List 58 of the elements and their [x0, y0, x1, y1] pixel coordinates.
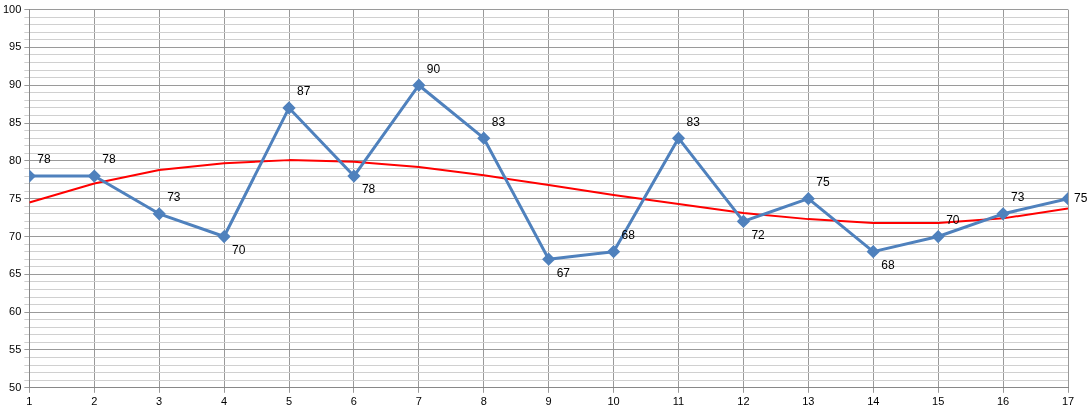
data-label: 78: [361, 182, 376, 197]
y-tick-label: 55: [9, 343, 22, 356]
data-label: 83: [686, 114, 701, 129]
x-tick-label: 11: [672, 395, 685, 408]
x-tick-label: 10: [607, 395, 620, 408]
x-tick-label: 7: [415, 395, 422, 408]
x-tick-label: 5: [285, 395, 293, 408]
data-label: 87: [297, 84, 311, 99]
y-tick-label: 50: [9, 380, 22, 393]
data-label: 75: [1074, 191, 1088, 206]
data-label: 70: [232, 242, 246, 257]
x-tick-label: 3: [156, 395, 163, 408]
x-tick-label: 12: [737, 395, 750, 408]
x-tick-label: 14: [867, 395, 880, 408]
data-label: 73: [167, 190, 181, 205]
point: [997, 207, 1010, 220]
x-tick-label: 1: [26, 395, 33, 408]
point: [607, 245, 620, 258]
x-tick-label: 9: [545, 395, 552, 408]
y-tick-label: 75: [9, 191, 22, 204]
data-label: 73: [1011, 190, 1025, 205]
data-label: 67: [556, 265, 571, 280]
point: [672, 132, 685, 145]
data-label: 90: [426, 61, 441, 76]
y-tick-label: 70: [9, 229, 22, 242]
data-label: 83: [491, 114, 506, 129]
point: [283, 101, 296, 114]
y-tick-label: 60: [9, 305, 22, 318]
x-tick-label: 2: [91, 395, 98, 408]
point: [542, 253, 555, 266]
x-tick-label: 16: [996, 395, 1010, 408]
data-label: 75: [816, 175, 831, 190]
y-tick-label: 85: [9, 116, 22, 129]
data-label: 78: [102, 152, 116, 167]
y-tick-label: 90: [9, 78, 22, 91]
data-label: 78: [37, 152, 52, 167]
point: [88, 170, 101, 183]
y-tick-label: 100: [2, 2, 22, 15]
point: [412, 79, 425, 92]
x-tick-label: 8: [480, 395, 487, 408]
point: [737, 215, 750, 228]
point: [867, 245, 880, 258]
point: [477, 132, 490, 145]
point: [932, 230, 945, 243]
x-tick-label: 15: [932, 395, 945, 408]
point: [153, 207, 166, 220]
point: [802, 192, 815, 205]
point: [218, 230, 231, 243]
x-tick-label: 17: [1061, 395, 1075, 408]
x-tick-label: 13: [802, 395, 815, 408]
y-tick-label: 65: [9, 267, 22, 280]
x-tick-label: 4: [221, 395, 228, 408]
point: [347, 170, 360, 183]
data-label: 68: [881, 257, 895, 272]
y-tick-label: 80: [9, 153, 22, 166]
data-label: 72: [751, 227, 766, 242]
x-tick-label: 6: [350, 395, 357, 408]
y-tick-label: 95: [9, 40, 22, 53]
